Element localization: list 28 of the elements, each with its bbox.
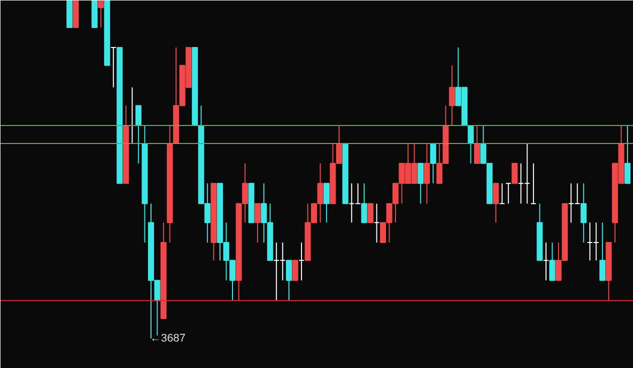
annotation: ←3687 [150,332,186,344]
candlestick [474,125,480,164]
candlestick [492,182,499,224]
candlestick [505,182,512,204]
candlestick [599,222,606,281]
candlestick [468,125,474,164]
candlestick [254,203,261,244]
candlestick [292,260,298,281]
candlestick [374,203,380,244]
candlestick [324,182,330,224]
candlestick [530,162,536,204]
candlestick [298,242,304,281]
candlestick [549,242,556,281]
candlestick [418,162,424,204]
candlestick [361,182,368,224]
candlestick [542,242,549,281]
candlestick [430,142,436,184]
candlestick [286,260,292,302]
candlestick [448,64,455,126]
candlestick [512,162,518,184]
candlestick [367,203,374,224]
candlestick [580,182,587,244]
candlestick [624,125,631,184]
candlestick [110,46,116,88]
candlestick [98,0,104,28]
candlestick [135,105,142,164]
candlestick [424,142,430,204]
candlestick [499,182,506,204]
